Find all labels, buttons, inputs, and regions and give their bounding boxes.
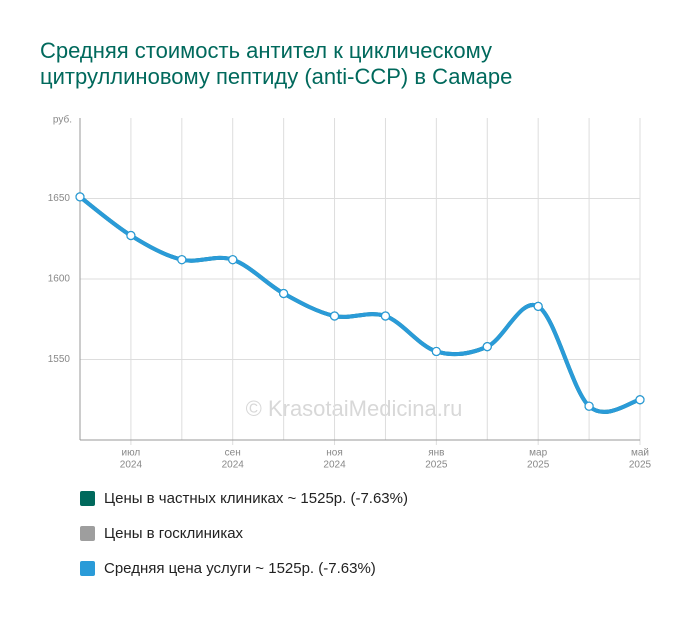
x-tick-label: мар [529, 448, 547, 459]
legend-label: Средняя цена услуги ~ 1525р. (-7.63%) [104, 560, 376, 577]
legend-swatch [80, 526, 95, 541]
chart-title: Средняя стоимость антител к циклическому [40, 38, 492, 63]
point [584, 401, 594, 411]
point [126, 230, 136, 241]
watermark: © KrasotaiMedicina.ru [246, 396, 463, 421]
point [75, 192, 85, 202]
legend-swatch [80, 561, 95, 576]
y-tick-label: 1600 [48, 274, 71, 285]
point [228, 255, 238, 265]
x-tick-label: ноя [326, 448, 343, 459]
point [533, 301, 543, 311]
x-tick-label: 2025 [629, 460, 652, 471]
x-tick-label: июл [122, 448, 141, 459]
x-tick-label: 2024 [222, 460, 245, 471]
x-tick-label: 2024 [323, 460, 346, 471]
x-tick-label: 2024 [120, 460, 143, 471]
x-tick-label: 2025 [425, 460, 448, 471]
point [177, 255, 187, 265]
y-tick-label: 1650 [48, 193, 71, 204]
point [482, 342, 492, 352]
point [329, 311, 340, 321]
y-unit: руб. [53, 114, 72, 126]
point [635, 395, 645, 405]
legend-label: Цены в госклиниках [104, 525, 244, 542]
point [279, 288, 289, 299]
point [431, 346, 441, 357]
legend-label: Цены в частных клиниках ~ 1525р. (-7.63%… [104, 490, 408, 507]
series-line [78, 194, 642, 414]
point [380, 311, 391, 321]
x-tick-label: янв [428, 448, 444, 459]
legend-swatch [80, 491, 95, 506]
x-tick-label: сен [225, 448, 241, 459]
x-tick-label: 2025 [527, 460, 550, 471]
series-line [78, 194, 642, 414]
chart-title: цитруллиновому пептиду (anti-CCP) в Сама… [40, 64, 512, 89]
y-tick-label: 1550 [48, 354, 71, 365]
x-tick-label: май [631, 448, 649, 459]
